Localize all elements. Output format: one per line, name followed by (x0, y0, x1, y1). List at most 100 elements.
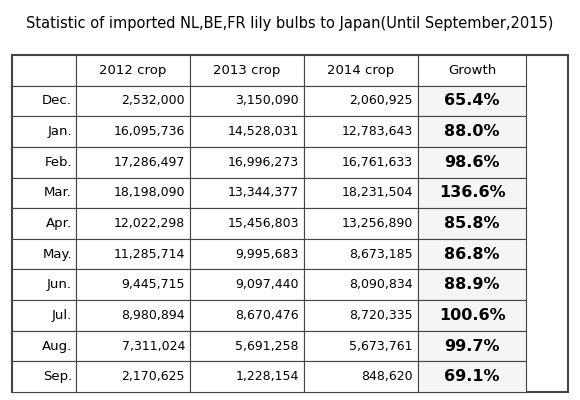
Text: 5,673,761: 5,673,761 (349, 340, 413, 352)
Bar (418, 147, 526, 178)
Text: 14,528,031: 14,528,031 (227, 125, 299, 138)
Text: 88.9%: 88.9% (444, 277, 500, 292)
Bar (190, 86, 304, 116)
Text: 9,097,440: 9,097,440 (235, 278, 299, 291)
Bar (418, 331, 526, 361)
Bar (190, 270, 304, 300)
Text: Jan.: Jan. (48, 125, 72, 138)
Bar (304, 178, 418, 208)
Bar (12, 116, 76, 147)
Text: 2,060,925: 2,060,925 (349, 94, 413, 108)
Text: 15,456,803: 15,456,803 (227, 217, 299, 230)
Text: 2013 crop: 2013 crop (213, 64, 281, 77)
Bar (418, 361, 526, 392)
Bar (76, 239, 190, 270)
Bar (304, 331, 418, 361)
Bar (304, 116, 418, 147)
Text: 99.7%: 99.7% (444, 338, 500, 354)
Bar (76, 86, 190, 116)
Text: Sep.: Sep. (43, 370, 72, 383)
Bar (76, 208, 190, 239)
Bar (12, 208, 76, 239)
Bar (304, 86, 418, 116)
Text: 2012 crop: 2012 crop (99, 64, 166, 77)
Text: 69.1%: 69.1% (444, 369, 500, 384)
Text: 7,311,024: 7,311,024 (122, 340, 185, 352)
Bar (76, 147, 190, 178)
Text: Mar.: Mar. (44, 186, 72, 199)
Bar (304, 361, 418, 392)
Bar (76, 55, 190, 86)
Bar (418, 300, 526, 331)
Text: 13,256,890: 13,256,890 (342, 217, 413, 230)
Bar (190, 178, 304, 208)
Text: 9,995,683: 9,995,683 (235, 248, 299, 261)
Text: Dec.: Dec. (42, 94, 72, 108)
Text: 11,285,714: 11,285,714 (114, 248, 185, 261)
Text: 12,783,643: 12,783,643 (342, 125, 413, 138)
Text: 100.6%: 100.6% (439, 308, 505, 323)
Bar (190, 116, 304, 147)
Text: 16,996,273: 16,996,273 (228, 156, 299, 169)
Text: 8,090,834: 8,090,834 (349, 278, 413, 291)
Text: 88.0%: 88.0% (444, 124, 500, 139)
Bar (12, 270, 76, 300)
Bar (304, 147, 418, 178)
Text: 13,344,377: 13,344,377 (227, 186, 299, 199)
Bar (190, 55, 304, 86)
Bar (190, 147, 304, 178)
Bar (12, 55, 76, 86)
Bar (418, 178, 526, 208)
Text: Jun.: Jun. (47, 278, 72, 291)
Text: 8,673,185: 8,673,185 (349, 248, 413, 261)
Bar (418, 116, 526, 147)
Text: 17,286,497: 17,286,497 (114, 156, 185, 169)
Bar (12, 361, 76, 392)
Bar (12, 86, 76, 116)
Text: 1,228,154: 1,228,154 (235, 370, 299, 383)
Text: 8,670,476: 8,670,476 (235, 309, 299, 322)
Text: 8,980,894: 8,980,894 (121, 309, 185, 322)
Text: 9,445,715: 9,445,715 (121, 278, 185, 291)
Text: 136.6%: 136.6% (439, 185, 505, 200)
Bar (190, 239, 304, 270)
Bar (304, 208, 418, 239)
Bar (76, 300, 190, 331)
Text: 86.8%: 86.8% (444, 247, 500, 262)
Text: 85.8%: 85.8% (444, 216, 500, 231)
Text: 65.4%: 65.4% (444, 94, 500, 108)
Text: 98.6%: 98.6% (444, 155, 500, 170)
Bar (304, 270, 418, 300)
Text: 18,231,504: 18,231,504 (342, 186, 413, 199)
Bar (304, 55, 418, 86)
Bar (304, 300, 418, 331)
Bar (12, 147, 76, 178)
Bar (304, 239, 418, 270)
Text: Growth: Growth (448, 64, 496, 77)
Text: 2014 crop: 2014 crop (327, 64, 394, 77)
Text: Feb.: Feb. (44, 156, 72, 169)
Bar (190, 300, 304, 331)
Text: 2,170,625: 2,170,625 (121, 370, 185, 383)
Bar (12, 239, 76, 270)
Text: 12,022,298: 12,022,298 (114, 217, 185, 230)
Text: 2,532,000: 2,532,000 (121, 94, 185, 108)
Text: Aug.: Aug. (42, 340, 72, 352)
Text: May.: May. (42, 248, 72, 261)
Text: 848,620: 848,620 (361, 370, 413, 383)
Bar (418, 55, 526, 86)
Bar (12, 178, 76, 208)
Bar (418, 86, 526, 116)
Bar (190, 208, 304, 239)
Bar (418, 270, 526, 300)
Bar (190, 331, 304, 361)
Text: 18,198,090: 18,198,090 (114, 186, 185, 199)
Bar (76, 178, 190, 208)
Bar (12, 300, 76, 331)
Text: 5,691,258: 5,691,258 (235, 340, 299, 352)
Bar (76, 361, 190, 392)
Bar (12, 55, 568, 392)
Bar (12, 331, 76, 361)
Text: 16,095,736: 16,095,736 (114, 125, 185, 138)
Bar (418, 239, 526, 270)
